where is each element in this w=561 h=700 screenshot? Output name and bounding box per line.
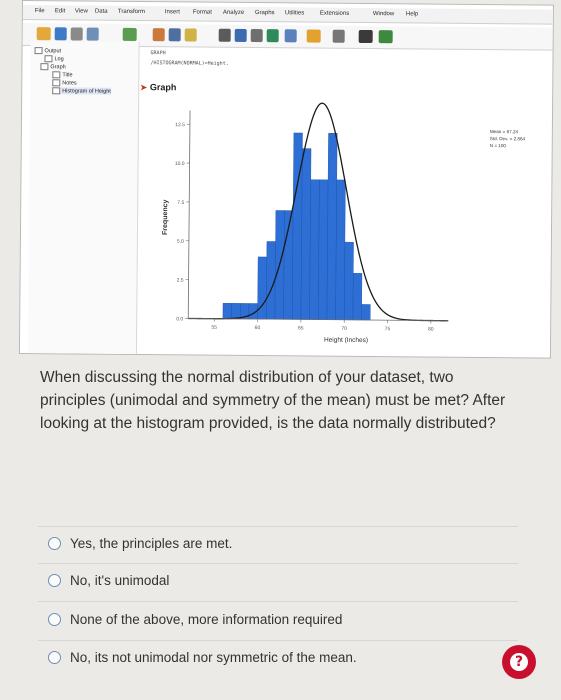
menu-utilities[interactable]: Utilities xyxy=(284,10,305,17)
x-tick-label: 65 xyxy=(298,325,304,331)
histogram-bar xyxy=(318,179,329,320)
y-tick-label: 7.5 xyxy=(177,200,184,206)
folder-icon xyxy=(40,63,49,71)
y-axis-label: Frequency xyxy=(162,199,169,235)
x-tick-label: 55 xyxy=(211,325,217,331)
tree-item-notes[interactable]: Notes xyxy=(52,79,77,87)
radio-button[interactable] xyxy=(48,537,61,550)
use-sets-icon[interactable] xyxy=(266,29,279,43)
menu-extensions[interactable]: Extensions xyxy=(319,10,350,17)
graph-heading-label: Graph xyxy=(149,82,177,93)
output-navigator: Output Log Graph Title Notes Histogram o… xyxy=(27,41,140,355)
variables-icon[interactable] xyxy=(234,28,247,42)
tree-item-histogram[interactable]: Histogram of Height xyxy=(52,87,111,95)
log-icon xyxy=(44,55,53,63)
chart-icon xyxy=(52,87,61,95)
notes-icon xyxy=(52,79,61,87)
spss-output-window: File Edit View Data Transform Insert For… xyxy=(18,0,554,359)
arrow-right-icon: ➤ xyxy=(140,82,147,92)
histogram-bar xyxy=(309,179,320,320)
print-icon[interactable] xyxy=(70,27,83,41)
answer-option-4[interactable]: No, its not unimodal nor symmetric of th… xyxy=(48,650,357,665)
histogram-bar xyxy=(344,241,354,321)
menu-help[interactable]: Help xyxy=(405,11,419,18)
menu-format[interactable]: Format xyxy=(192,9,212,16)
histogram-bar xyxy=(335,179,346,321)
histogram-bar xyxy=(361,304,371,321)
dialog-recall-icon[interactable] xyxy=(86,27,99,41)
spelling-icon[interactable] xyxy=(306,29,321,43)
goto-data-icon[interactable] xyxy=(184,28,197,42)
tree-item-title[interactable]: Title xyxy=(52,71,73,79)
undo-icon[interactable] xyxy=(152,28,165,42)
answer-option-1[interactable]: Yes, the principles are met. xyxy=(48,536,232,551)
promote-icon[interactable] xyxy=(332,29,345,43)
redo-icon[interactable] xyxy=(168,28,181,42)
help-button[interactable]: ? xyxy=(502,645,536,679)
question-text: When discussing the normal distribution … xyxy=(40,369,506,432)
menu-bar: File Edit View Data Transform Insert For… xyxy=(22,5,553,25)
x-tick-label: 75 xyxy=(385,326,391,332)
folder-icon xyxy=(34,47,43,55)
goto-case-icon[interactable] xyxy=(218,28,231,42)
answer-option-label: No, it's unimodal xyxy=(70,573,170,588)
y-axis xyxy=(187,110,191,319)
tree-item-output[interactable]: Output xyxy=(34,47,62,55)
stats-label: Mean = 67.24 xyxy=(490,129,519,134)
menu-analyze[interactable]: Analyze xyxy=(222,9,245,16)
help-icon: ? xyxy=(510,653,528,671)
export-icon[interactable] xyxy=(122,27,137,42)
histogram-chart: 0.0 2.5 5.0 7.5 10.0 12.5 55 60 65 70 75 80 Freque… xyxy=(162,102,526,344)
menu-graphs[interactable]: Graphs xyxy=(254,10,275,17)
x-tick-label: 80 xyxy=(428,327,434,333)
option-divider xyxy=(38,563,518,564)
y-tick-label: 5.0 xyxy=(177,239,184,245)
x-axis xyxy=(188,318,449,322)
menu-data[interactable]: Data xyxy=(94,8,108,15)
option-divider xyxy=(38,526,518,527)
histogram-bar xyxy=(300,148,312,320)
answer-option-label: No, its not unimodal nor symmetric of th… xyxy=(70,650,357,665)
y-tick-label: 10.0 xyxy=(175,161,185,167)
menu-file[interactable]: File xyxy=(34,8,45,15)
x-tick-label: 60 xyxy=(255,325,261,331)
answer-option-label: Yes, the principles are met. xyxy=(70,536,233,551)
menu-transform[interactable]: Transform xyxy=(117,8,146,16)
radio-button[interactable] xyxy=(48,613,61,626)
y-tick-label: 2.5 xyxy=(177,278,184,284)
menu-insert[interactable]: Insert xyxy=(164,9,180,16)
tree-item-graph[interactable]: Graph xyxy=(40,63,66,71)
radio-button[interactable] xyxy=(48,651,61,664)
menu-view[interactable]: View xyxy=(74,8,88,15)
answer-option-label: None of the above, more information requ… xyxy=(70,612,343,627)
save-icon[interactable] xyxy=(54,27,67,41)
x-axis-label: Height (Inches) xyxy=(324,337,368,344)
answer-option-3[interactable]: None of the above, more information requ… xyxy=(48,612,342,627)
histogram-bar xyxy=(231,303,241,320)
insert-output-icon[interactable] xyxy=(378,30,393,44)
histogram-bar xyxy=(352,273,363,321)
radio-button[interactable] xyxy=(48,574,61,587)
title-icon xyxy=(52,71,61,79)
x-tick-label: 70 xyxy=(341,326,347,332)
stats-label: Std. Dev. = 2.864 xyxy=(490,136,526,141)
histogram-bar xyxy=(222,303,232,320)
option-divider xyxy=(38,601,518,602)
open-folder-icon[interactable] xyxy=(36,27,51,41)
chart-builder-icon[interactable] xyxy=(250,28,263,43)
menu-window[interactable]: Window xyxy=(372,11,395,18)
answer-option-2[interactable]: No, it's unimodal xyxy=(48,573,169,588)
show-hide-icon[interactable] xyxy=(358,29,373,44)
syntax-keyword: GRAPH xyxy=(150,50,166,57)
option-divider xyxy=(38,640,518,641)
syntax-line: /HISTOGRAM(NORMAL)=Height. xyxy=(150,60,229,67)
tree-item-log[interactable]: Log xyxy=(44,55,64,63)
menu-edit[interactable]: Edit xyxy=(54,8,66,15)
show-all-icon[interactable] xyxy=(284,29,297,43)
graph-heading: ➤ Graph xyxy=(140,82,176,92)
stats-label: N = 100 xyxy=(490,143,507,148)
y-tick-label: 0.0 xyxy=(176,316,183,322)
y-tick-label: 12.5 xyxy=(175,122,185,128)
